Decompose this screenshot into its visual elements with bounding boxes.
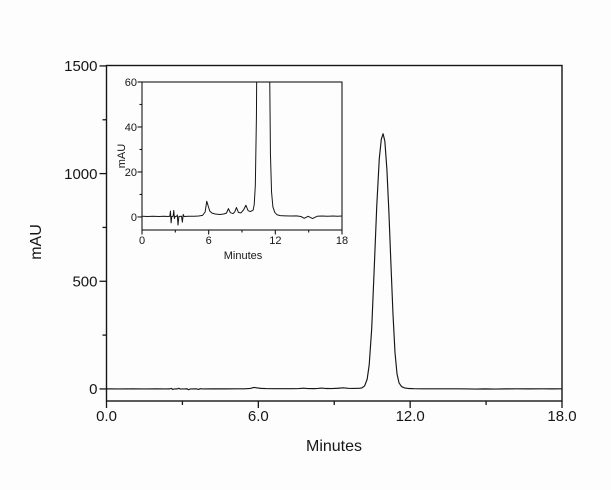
main-plot-frame: [105, 64, 563, 402]
inset-y-tick-label: 0: [131, 212, 137, 224]
inset-x-tick-label: 18: [336, 235, 348, 247]
inset-hplc-absorbance-trace: [142, 82, 342, 226]
main-x-tick-label: 6.0: [248, 408, 269, 425]
inset-y-tick-label: 60: [125, 77, 137, 89]
main-x-axis-label: Minutes: [306, 438, 362, 455]
inset-plot-frame: [141, 81, 343, 231]
main-y-tick-label: 1000: [64, 166, 97, 183]
main-x-tick-label: 0.0: [96, 408, 117, 425]
inset-x-axis-label: Minutes: [224, 250, 263, 262]
main-x-tick-label: 12.0: [396, 408, 425, 425]
main-chart: 0.0 6.0 12.0 18.0 0 500 1000 1500: [64, 58, 576, 425]
main-hplc-absorbance-trace: [106, 133, 562, 391]
main-y-axis-label: mAU: [28, 224, 45, 260]
inset-x-tick-label: 12: [269, 235, 281, 247]
main-y-tick-label: 0: [89, 381, 97, 398]
inset-y-tick-label: 20: [125, 167, 137, 179]
inset-y-axis-label: mAU: [116, 144, 128, 169]
main-y-tick-label: 500: [72, 273, 97, 290]
inset-y-tick-label: 40: [125, 122, 137, 134]
inset-x-tick-label: 0: [139, 235, 145, 247]
main-y-tick-label: 1500: [64, 58, 97, 75]
main-x-tick-label: 18.0: [547, 408, 576, 425]
inset-x-tick-label: 6: [206, 235, 212, 247]
inset-chart: 0 6 12 18 0 20 40 60: [125, 77, 348, 247]
